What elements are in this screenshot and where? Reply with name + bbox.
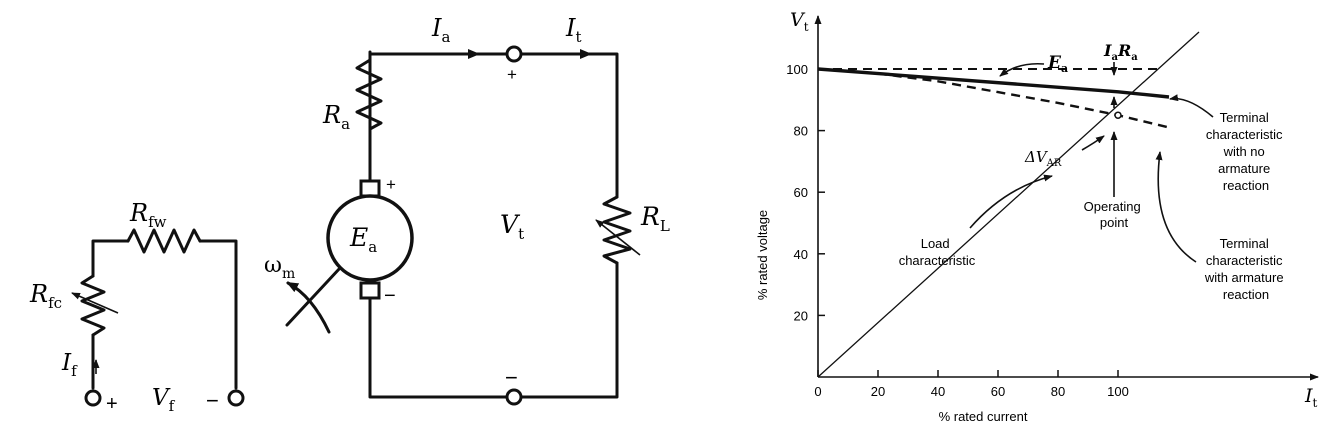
operating-point-marker [1114,111,1122,119]
rfc-variable-arrow [71,292,119,314]
series-terminal-no-ar [817,67,1170,99]
rfc-label: Rfc [29,280,62,312]
vf-terminal-minus [227,389,245,407]
field-wire-right [198,239,238,390]
iara-annotation: IaRa [1103,41,1138,63]
ra-label: Ra [322,101,350,133]
x-tick-label: 40 [931,384,945,399]
it-label: It [565,14,582,46]
ea-plus-sign: + [386,175,396,194]
vt-minus-sign: − [505,365,518,390]
rfw-resistor [126,228,202,254]
series [817,31,1200,378]
armature-wire-bottom-right [519,261,619,399]
rfc-resistor [80,274,106,337]
field-wire-top [91,239,130,278]
x-tick-label: 20 [871,384,885,399]
brush-bottom [359,281,381,300]
if-label: If [61,350,78,380]
dvar-annotation: ΔVAR [1024,148,1062,169]
vt-terminal-minus [505,388,523,406]
characteristic-chart: 0 20 40 60 80 100 20 40 60 80 100 % rated current… [755,9,1319,424]
brush-top [359,179,381,198]
ea-annotation: Ea [1047,53,1068,75]
y-tick-label: 60 [794,185,808,200]
rl-resistor [602,195,632,265]
terminal-ar-leader [1155,151,1197,263]
armature-wire-bottom [368,296,509,399]
x-tick-label: 60 [991,384,1005,399]
terminal-no-ar-annotation: Terminal characteristic with no armature… [1206,110,1286,193]
operating-point-annotation: Operating point [1084,199,1145,230]
vf-label: Vf [152,385,176,415]
omega-label: ωm [264,253,295,282]
x-axis-symbol: It [1304,385,1318,410]
y-tick-label: 80 [794,124,808,139]
terminal-ar-annotation: Terminal characteristic with armature re… [1204,236,1287,302]
field-circuit: Rfw Rfc If Vf + − [29,199,245,415]
vf-plus-sign: + [106,393,118,415]
rl-variable-arrow [595,219,641,256]
armature-wire-top-left [368,52,509,152]
ea-leader [999,62,1045,77]
x-axis-title: % rated current [939,409,1028,424]
y-tick-label: 100 [786,62,808,77]
vt-label: Vt [500,210,524,243]
load-leader [969,174,1053,229]
x-tick-label: 80 [1051,384,1065,399]
vf-minus-sign: − [206,388,219,413]
vf-terminal-plus [84,389,102,407]
x-tick-label: 100 [1107,384,1129,399]
series-load-line [817,31,1200,378]
y-axis-symbol: Vt [790,9,809,34]
dvar-leader [1081,135,1105,151]
y-tick-label: 40 [794,247,808,262]
rfw-label: Rfw [129,199,167,231]
ea-minus-sign: − [384,285,396,307]
y-ticks: 20 40 60 80 100 [786,62,825,323]
ra-resistor [355,50,383,152]
load-annotation: Load characteristic [899,236,976,268]
y-tick-label: 20 [794,308,808,323]
vt-terminal-plus [505,45,523,63]
shaft-line [285,266,342,327]
generator-armature [326,194,414,282]
armature-circuit: Ia It Ra Ea ωm Vt RL + + − − [264,14,670,406]
ea-label: Ea [349,223,377,256]
terminal-no-ar-leader [1169,94,1214,118]
y-axis-title: % rated voltage [755,210,770,300]
x-ticks: 0 20 40 60 80 100 [814,370,1129,399]
ia-label: Ia [431,14,450,46]
series-terminal-ar [817,67,1170,129]
armature-wire-top-right [519,52,619,199]
rotation-arrow [286,281,331,334]
vt-plus-sign: + [507,65,517,84]
rl-label: RL [640,202,670,235]
x-tick-label: 0 [814,384,821,399]
